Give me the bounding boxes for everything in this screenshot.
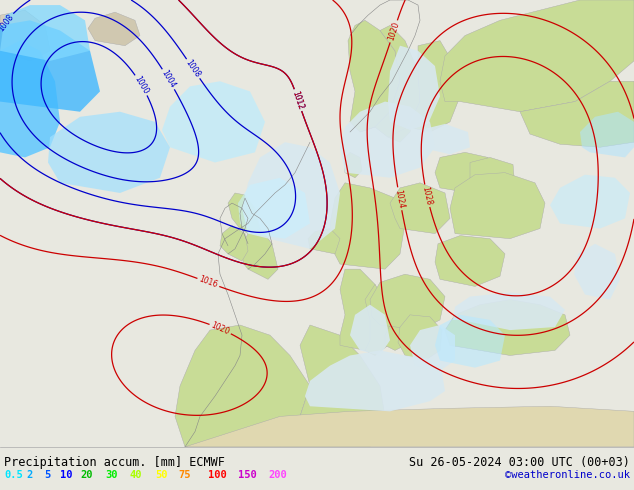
- Polygon shape: [88, 12, 140, 46]
- Polygon shape: [365, 284, 392, 355]
- Text: 1004: 1004: [160, 69, 178, 90]
- Polygon shape: [470, 157, 515, 198]
- Polygon shape: [0, 5, 90, 61]
- Polygon shape: [280, 325, 385, 447]
- Polygon shape: [375, 25, 420, 137]
- Polygon shape: [242, 142, 340, 249]
- Polygon shape: [410, 325, 455, 371]
- Polygon shape: [435, 315, 505, 368]
- Text: 10: 10: [60, 470, 72, 480]
- Polygon shape: [350, 305, 390, 355]
- Polygon shape: [398, 315, 442, 361]
- Polygon shape: [390, 183, 450, 234]
- Polygon shape: [308, 228, 340, 254]
- Text: Su 26-05-2024 03:00 UTC (00+03): Su 26-05-2024 03:00 UTC (00+03): [409, 456, 630, 469]
- Text: 1024: 1024: [394, 189, 406, 209]
- Text: 1012: 1012: [291, 90, 306, 111]
- Text: 75: 75: [178, 470, 190, 480]
- Polygon shape: [435, 236, 505, 287]
- Polygon shape: [185, 406, 634, 447]
- Polygon shape: [450, 172, 545, 239]
- Text: 5: 5: [44, 470, 50, 480]
- Polygon shape: [238, 178, 310, 239]
- Text: 30: 30: [105, 470, 117, 480]
- Polygon shape: [550, 175, 630, 228]
- Polygon shape: [330, 183, 405, 269]
- Text: Precipitation accum. [mm] ECMWF: Precipitation accum. [mm] ECMWF: [4, 456, 225, 469]
- Polygon shape: [0, 20, 100, 112]
- Text: 1016: 1016: [198, 275, 219, 290]
- Text: 1000: 1000: [133, 74, 150, 96]
- Polygon shape: [344, 152, 362, 178]
- Polygon shape: [220, 225, 248, 261]
- Text: 1020: 1020: [210, 321, 231, 337]
- Text: 20: 20: [80, 470, 93, 480]
- Polygon shape: [305, 350, 445, 411]
- Polygon shape: [0, 10, 50, 61]
- Text: 150: 150: [238, 470, 257, 480]
- Polygon shape: [340, 101, 435, 178]
- Text: 100: 100: [208, 470, 227, 480]
- Polygon shape: [348, 20, 400, 132]
- Polygon shape: [388, 46, 440, 130]
- Polygon shape: [228, 193, 260, 234]
- Polygon shape: [435, 152, 490, 193]
- Polygon shape: [48, 112, 170, 193]
- Polygon shape: [580, 112, 634, 157]
- Polygon shape: [453, 293, 565, 330]
- Text: 1012: 1012: [291, 90, 306, 111]
- Polygon shape: [0, 41, 60, 157]
- Polygon shape: [175, 325, 310, 447]
- Text: 1028: 1028: [420, 186, 434, 206]
- Polygon shape: [445, 299, 570, 355]
- Polygon shape: [240, 228, 278, 279]
- Text: 40: 40: [130, 470, 143, 480]
- Polygon shape: [574, 244, 620, 299]
- Polygon shape: [162, 81, 265, 163]
- Polygon shape: [385, 320, 408, 350]
- Text: 0.5: 0.5: [4, 470, 23, 480]
- Polygon shape: [520, 81, 634, 147]
- Text: 1008: 1008: [0, 12, 15, 33]
- Polygon shape: [370, 274, 445, 330]
- Polygon shape: [408, 41, 460, 132]
- Text: 2: 2: [26, 470, 32, 480]
- Polygon shape: [440, 0, 634, 112]
- Text: 200: 200: [268, 470, 287, 480]
- Text: 50: 50: [155, 470, 167, 480]
- Text: 1008: 1008: [184, 58, 202, 79]
- Polygon shape: [360, 81, 415, 142]
- Polygon shape: [420, 124, 470, 154]
- Text: 1020: 1020: [387, 21, 401, 42]
- Text: ©weatheronline.co.uk: ©weatheronline.co.uk: [505, 470, 630, 480]
- Polygon shape: [340, 269, 385, 350]
